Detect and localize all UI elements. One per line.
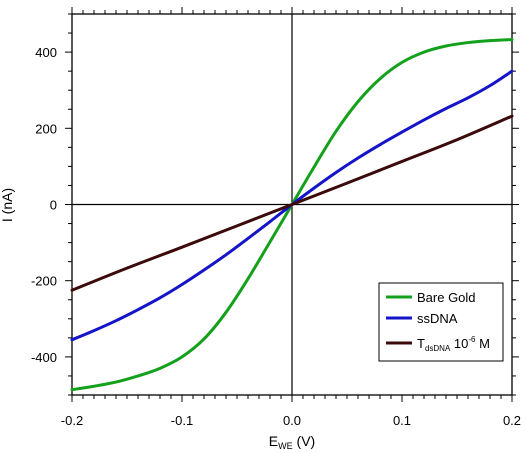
- x-axis-label: EWE (V): [269, 433, 315, 451]
- y-tick-label: -400: [31, 350, 57, 365]
- x-tick-label: 0.2: [503, 413, 521, 428]
- series-group: [70, 38, 514, 392]
- x-tick-label: -0.2: [61, 413, 83, 428]
- tick-labels: -0.2 -0.1 0.0 0.1 0.2 -400 -200 0 200 400: [31, 45, 521, 428]
- axis-ticks: [65, 7, 519, 402]
- x-tick-label: -0.1: [171, 413, 193, 428]
- y-tick-label: -200: [31, 274, 57, 289]
- legend-label-tdsdna: TdsDNA 10-6 M: [417, 335, 490, 353]
- y-axis-label: I (nA): [0, 188, 15, 222]
- series-line-tdsdna: [70, 114, 514, 292]
- legend-label-ssdna: ssDNA: [417, 311, 458, 326]
- y-tick-label: 400: [35, 45, 57, 60]
- legend: Bare Gold ssDNA TdsDNA 10-6 M: [378, 282, 504, 362]
- legend-label-bare-gold: Bare Gold: [417, 290, 476, 305]
- x-tick-label: 0.0: [283, 413, 301, 428]
- x-tick-label: 0.1: [393, 413, 411, 428]
- y-tick-label: 0: [50, 198, 57, 213]
- y-tick-label: 200: [35, 121, 57, 136]
